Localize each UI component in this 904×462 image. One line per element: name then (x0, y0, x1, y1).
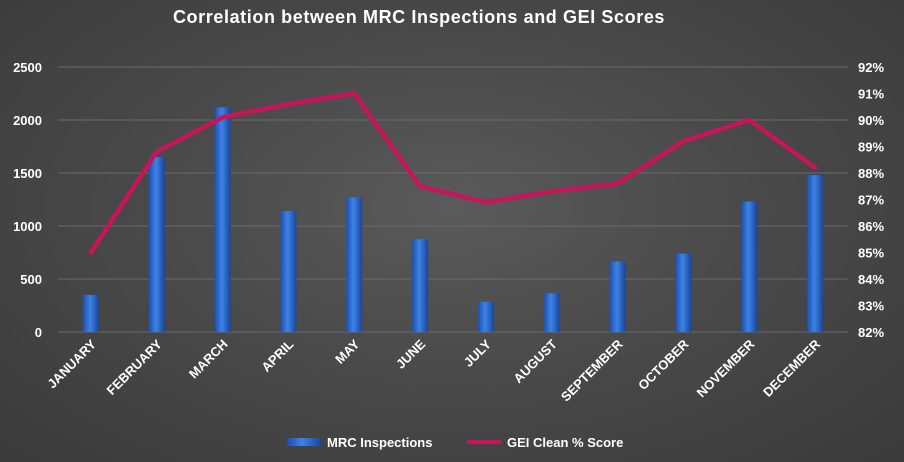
x-tick-label: NOVEMBER (694, 336, 758, 400)
line-series (88, 91, 818, 255)
x-tick-label: MAY (332, 336, 362, 366)
chart-title: Correlation between MRC Inspections and … (173, 7, 665, 27)
right-tick-label: 86% (858, 219, 884, 234)
x-tick-label: SEPTEMBER (558, 336, 626, 404)
bar (741, 201, 758, 332)
legend-line-label: GEI Clean % Score (507, 435, 623, 450)
right-tick-label: 90% (858, 113, 884, 128)
right-tick-label: 89% (858, 140, 884, 155)
x-tick-label: OCTOBER (635, 336, 692, 393)
bar (675, 253, 692, 332)
x-tick-label: JULY (461, 336, 494, 369)
legend-bar-swatch (287, 438, 321, 446)
line-path (88, 91, 818, 255)
bar (609, 261, 626, 332)
x-tick-label: FEBRUARY (104, 336, 166, 398)
bar (543, 293, 560, 332)
left-tick-label: 2500 (13, 60, 42, 75)
left-tick-label: 500 (20, 272, 42, 287)
left-axis-ticks: 0 500 1000 1500 2000 2500 (13, 60, 42, 340)
legend-item-bar: MRC Inspections (287, 435, 432, 450)
right-tick-label: 82% (858, 325, 884, 340)
right-tick-label: 83% (858, 299, 884, 314)
bar-series (82, 107, 824, 332)
bar (346, 197, 363, 332)
x-axis-ticks: JANUARY FEBRUARY MARCH APRIL MAY JUNE JULY AUGU… (44, 336, 823, 404)
x-tick-label: JUNE (393, 336, 428, 371)
left-tick-label: 1000 (13, 219, 42, 234)
right-tick-label: 87% (858, 193, 884, 208)
bar (807, 175, 824, 332)
legend-bar-label: MRC Inspections (327, 435, 432, 450)
left-tick-label: 1500 (13, 166, 42, 181)
legend: MRC Inspections GEI Clean % Score (287, 435, 623, 450)
gridlines (58, 66, 848, 333)
left-tick-label: 2000 (13, 113, 42, 128)
bar (82, 294, 99, 332)
right-axis-ticks: 82% 83% 84% 85% 86% 87% 88% 89% 90% 91% 92% (858, 60, 884, 340)
right-tick-label: 91% (858, 87, 884, 102)
right-tick-label: 88% (858, 166, 884, 181)
bar (477, 301, 494, 332)
x-tick-label: APRIL (258, 336, 296, 374)
right-tick-label: 84% (858, 272, 884, 287)
x-tick-label: JANUARY (44, 336, 99, 391)
bar (412, 239, 429, 332)
x-tick-label: AUGUST (510, 336, 559, 385)
bar (214, 107, 231, 332)
right-tick-label: 92% (858, 60, 884, 75)
bar (148, 157, 165, 332)
left-tick-label: 0 (35, 325, 42, 340)
right-tick-label: 85% (858, 246, 884, 261)
x-tick-label: MARCH (186, 337, 231, 382)
legend-item-line: GEI Clean % Score (467, 435, 623, 450)
x-tick-label: DECEMBER (760, 336, 824, 400)
bar (280, 211, 297, 332)
